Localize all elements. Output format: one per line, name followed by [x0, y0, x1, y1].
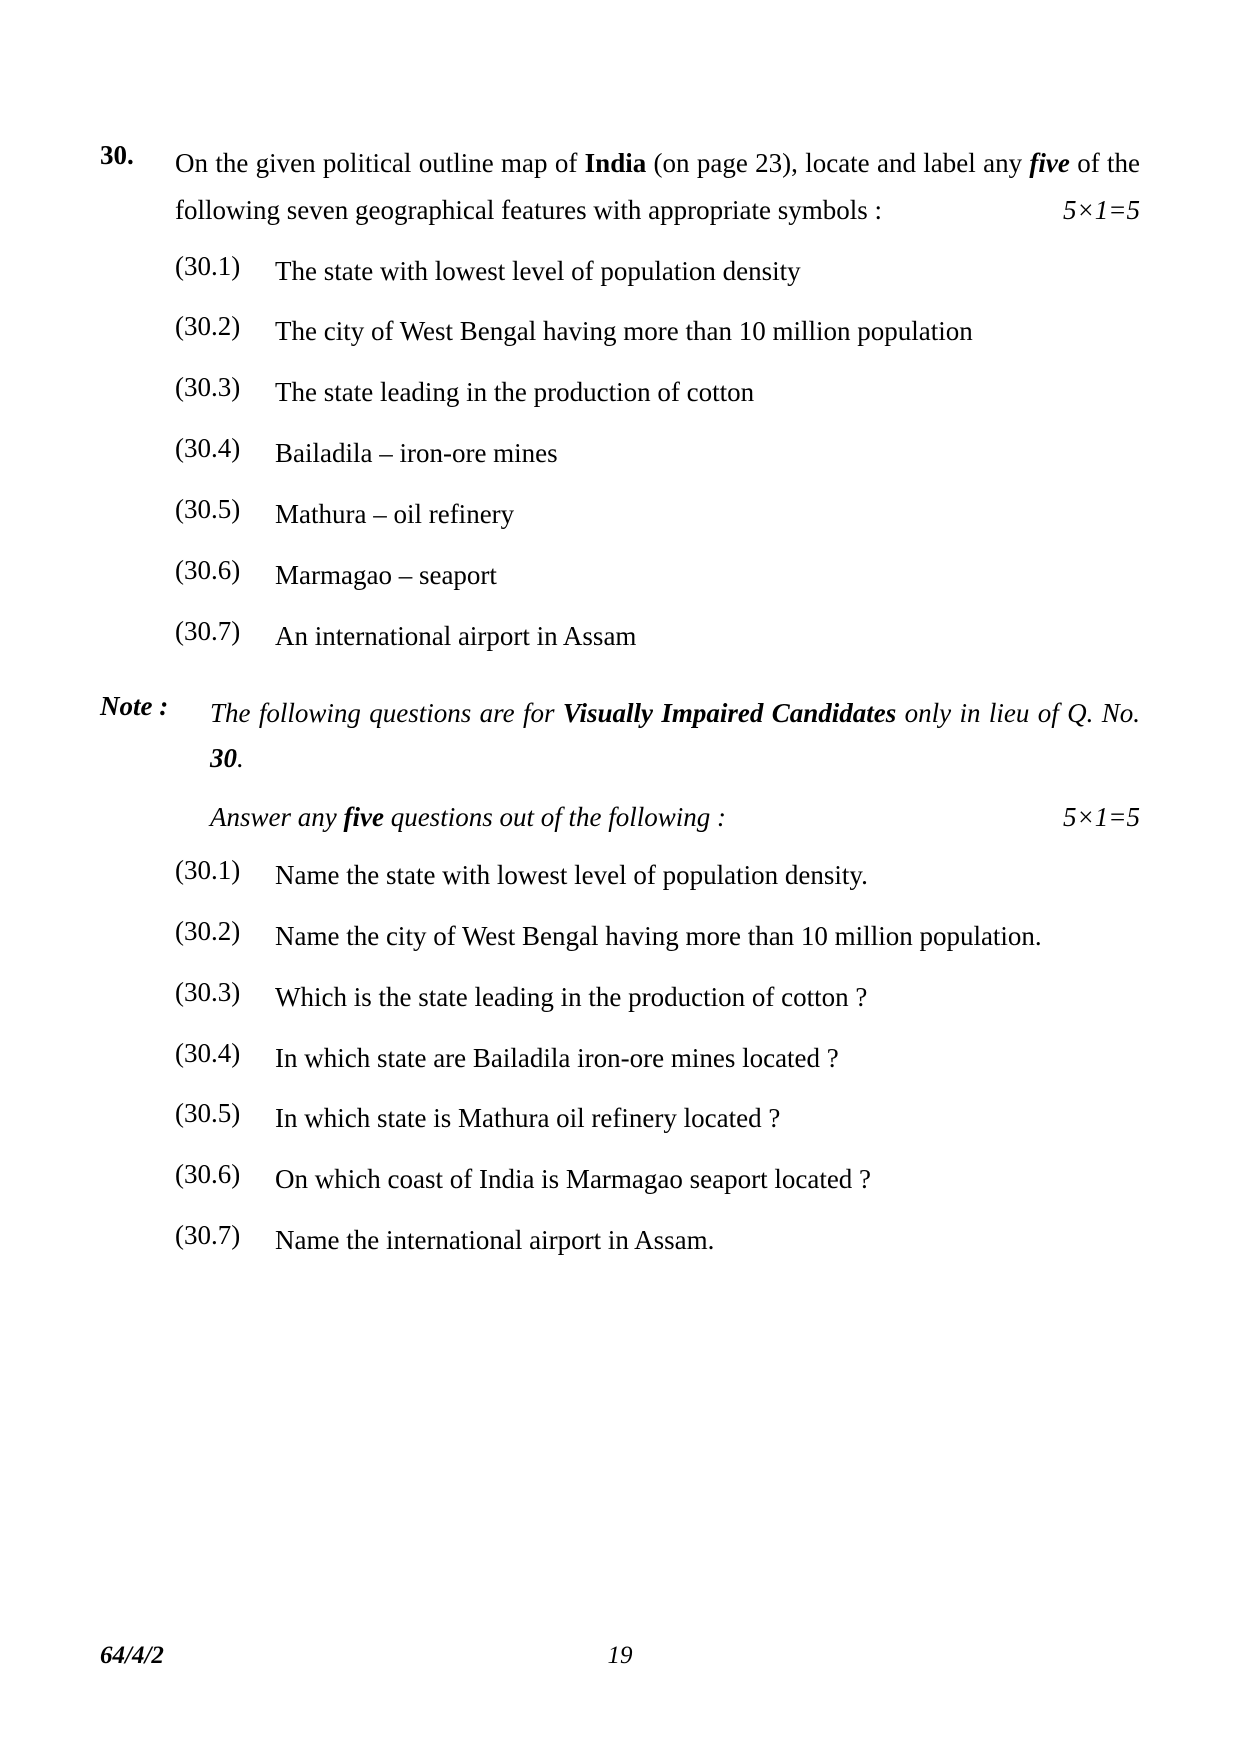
sub-text: On which coast of India is Marmagao seap… — [275, 1159, 1140, 1201]
sub-number: (30.5) — [175, 1098, 275, 1129]
note-label: Note : — [100, 691, 210, 722]
sub-number: (30.3) — [175, 372, 275, 403]
note-l1c: only in lieu of Q. No. — [896, 698, 1140, 728]
sub-number: (30.1) — [175, 855, 275, 886]
q-five: five — [1029, 148, 1069, 178]
sub-number: (30.1) — [175, 251, 275, 282]
sub-text: In which state are Bailadila iron-ore mi… — [275, 1038, 1140, 1080]
sub-number: (30.3) — [175, 977, 275, 1008]
note-l1e: . — [237, 743, 244, 773]
sub-item: (30.2) Name the city of West Bengal havi… — [100, 916, 1140, 958]
sub-item: (30.4) Bailadila – iron-ore mines — [100, 433, 1140, 475]
question-marks: 5×1=5 — [1063, 187, 1140, 234]
sub-item: (30.4) In which state are Bailadila iron… — [100, 1038, 1140, 1080]
sub-number: (30.2) — [175, 916, 275, 947]
footer-code: 64/4/2 — [100, 1642, 164, 1670]
sub-number: (30.6) — [175, 1159, 275, 1190]
sub-text: Mathura – oil refinery — [275, 494, 1140, 536]
sub-number: (30.2) — [175, 311, 275, 342]
sub-text: Marmagao – seaport — [275, 555, 1140, 597]
question-text: On the given political outline map of In… — [175, 140, 1140, 235]
page-footer: 64/4/2 19 — [100, 1642, 1140, 1670]
sub-item: (30.6) On which coast of India is Marmag… — [100, 1159, 1140, 1201]
sub-text: The state with lowest level of populatio… — [275, 251, 1140, 293]
sub-number: (30.4) — [175, 433, 275, 464]
note-block: Note : The following questions are for V… — [100, 691, 1140, 839]
sub-item: (30.7) Name the international airport in… — [100, 1220, 1140, 1262]
q-country: India — [585, 148, 647, 178]
sub-item: (30.2) The city of West Bengal having mo… — [100, 311, 1140, 353]
note-l2a: Answer any — [210, 802, 343, 832]
question-sub-list: (30.1) The state with lowest level of po… — [100, 251, 1140, 658]
sub-number: (30.7) — [175, 1220, 275, 1251]
sub-number: (30.4) — [175, 1038, 275, 1069]
sub-item: (30.3) Which is the state leading in the… — [100, 977, 1140, 1019]
sub-item: (30.5) In which state is Mathura oil ref… — [100, 1098, 1140, 1140]
sub-text: Name the city of West Bengal having more… — [275, 916, 1140, 958]
note-l1a: The following questions are for — [210, 698, 563, 728]
note-l2: Answer any five questions out of the fol… — [210, 795, 726, 840]
q-prefix: On the given political outline map of — [175, 148, 585, 178]
sub-number: (30.5) — [175, 494, 275, 525]
sub-text: Which is the state leading in the produc… — [275, 977, 1140, 1019]
q-mid: (on page 23), locate and label any — [646, 148, 1029, 178]
sub-text: The state leading in the production of c… — [275, 372, 1140, 414]
note-marks: 5×1=5 — [1063, 795, 1140, 840]
sub-text: The city of West Bengal having more than… — [275, 311, 1140, 353]
note-l1b: Visually Impaired Candidates — [563, 698, 896, 728]
sub-item: (30.7) An international airport in Assam — [100, 616, 1140, 658]
sub-item: (30.3) The state leading in the producti… — [100, 372, 1140, 414]
sub-item: (30.1) The state with lowest level of po… — [100, 251, 1140, 293]
sub-text: Name the state with lowest level of popu… — [275, 855, 1140, 897]
question-number: 30. — [100, 140, 175, 171]
sub-number: (30.7) — [175, 616, 275, 647]
sub-text: In which state is Mathura oil refinery l… — [275, 1098, 1140, 1140]
sub-text: An international airport in Assam — [275, 616, 1140, 658]
note-body: The following questions are for Visually… — [210, 691, 1140, 839]
sub-item: (30.1) Name the state with lowest level … — [100, 855, 1140, 897]
note-sub-list: (30.1) Name the state with lowest level … — [100, 855, 1140, 1262]
sub-item: (30.5) Mathura – oil refinery — [100, 494, 1140, 536]
sub-item: (30.6) Marmagao – seaport — [100, 555, 1140, 597]
sub-text: Name the international airport in Assam. — [275, 1220, 1140, 1262]
note-l1d: 30 — [210, 743, 237, 773]
note-line1: The following questions are for Visually… — [210, 691, 1140, 780]
page-content: 30. On the given political outline map o… — [100, 140, 1140, 1281]
note-line2: Answer any five questions out of the fol… — [210, 795, 1140, 840]
sub-text: Bailadila – iron-ore mines — [275, 433, 1140, 475]
note-l2c: questions out of the following : — [384, 802, 726, 832]
footer-page-number: 19 — [608, 1642, 633, 1670]
sub-number: (30.6) — [175, 555, 275, 586]
note-l2b: five — [343, 802, 383, 832]
question-30: 30. On the given political outline map o… — [100, 140, 1140, 235]
